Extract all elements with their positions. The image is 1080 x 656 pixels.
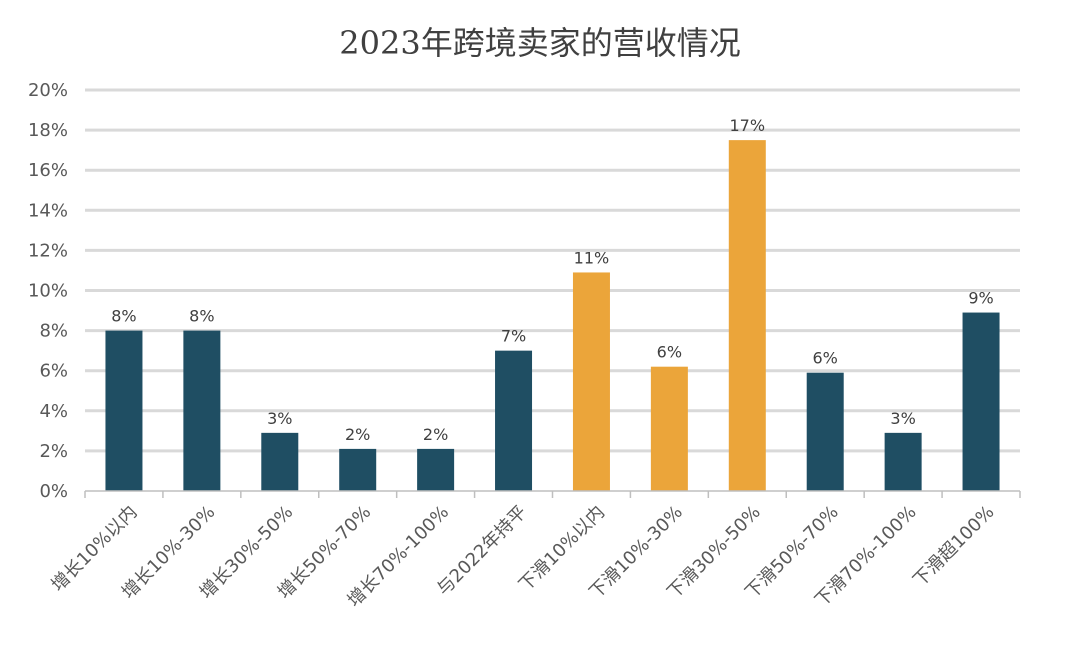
chart-title: 2023年跨境卖家的营收情况 — [339, 24, 740, 62]
bar — [884, 432, 922, 491]
bar — [728, 140, 766, 491]
y-tick-label: 18% — [28, 120, 68, 141]
y-tick-label: 0% — [39, 481, 68, 502]
bar — [495, 350, 533, 491]
data-label: 6% — [813, 349, 838, 368]
y-tick-label: 14% — [28, 200, 68, 221]
bar — [183, 330, 221, 491]
y-tick-label: 12% — [28, 240, 68, 261]
data-label: 2% — [345, 425, 370, 444]
x-axis — [84, 490, 1021, 498]
y-tick-label: 4% — [39, 401, 68, 422]
data-label: 3% — [267, 409, 292, 428]
bar — [650, 366, 688, 491]
y-axis-ticks: 0% 2% 4% 6% 8% 10% 12% 14% 16% 18% 20% — [28, 80, 68, 502]
bar — [261, 432, 299, 491]
data-labels: 8% 8% 3% 2% 2% 7% 11% 6% 17% 6% 3% 9% — [111, 116, 993, 444]
data-label: 2% — [423, 425, 448, 444]
data-label: 11% — [574, 248, 610, 267]
data-label: 6% — [657, 343, 682, 362]
y-tick-label: 20% — [28, 80, 68, 101]
gridlines — [85, 88, 1020, 453]
y-tick-label: 16% — [28, 160, 68, 181]
bar — [572, 272, 610, 491]
bar — [105, 330, 143, 491]
bar — [806, 372, 844, 491]
x-axis-ticks: 增长10%以内增长10%-30%增长30%-50%增长50%-70%增长70%-… — [47, 502, 998, 612]
data-label: 17% — [730, 116, 766, 135]
bar — [417, 448, 455, 491]
data-label: 8% — [111, 307, 136, 326]
data-label: 7% — [501, 327, 526, 346]
data-label: 9% — [968, 289, 993, 308]
y-tick-label: 2% — [39, 441, 68, 462]
bar — [339, 448, 377, 491]
y-tick-label: 6% — [39, 361, 68, 382]
y-tick-label: 8% — [39, 321, 68, 342]
data-label: 3% — [890, 409, 915, 428]
y-tick-label: 10% — [28, 281, 68, 302]
bar — [962, 312, 1000, 491]
bars — [105, 140, 1000, 491]
data-label: 8% — [189, 307, 214, 326]
x-tick-label: 下滑超100% — [909, 502, 998, 591]
